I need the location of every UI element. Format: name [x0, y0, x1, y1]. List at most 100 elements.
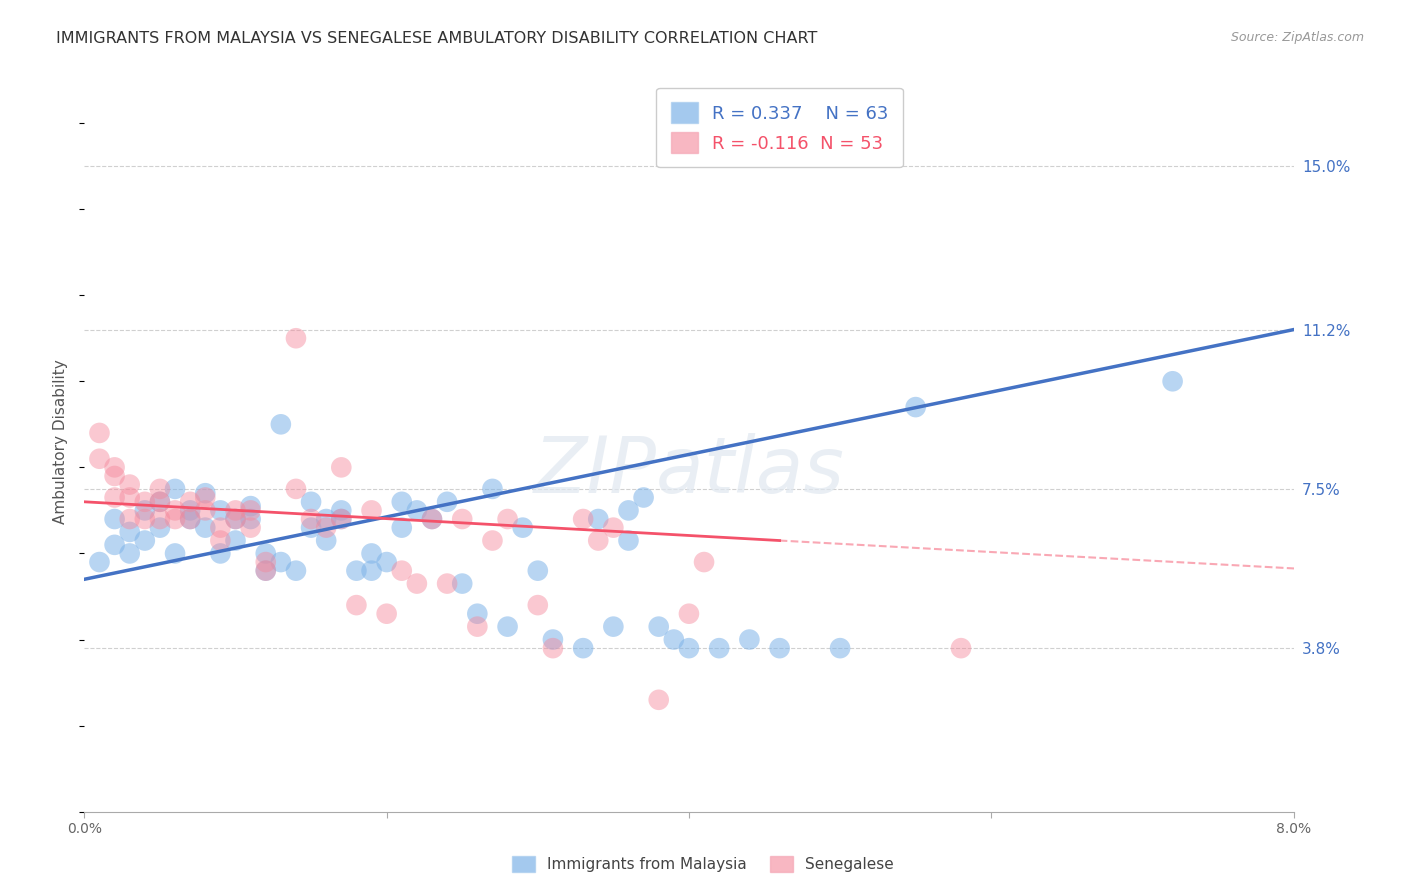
- Point: [406, 576, 429, 591]
- Point: [360, 564, 382, 578]
- Point: [602, 619, 624, 633]
- Point: [209, 503, 232, 517]
- Point: [134, 495, 156, 509]
- Point: [678, 641, 700, 656]
- Point: [239, 503, 262, 517]
- Point: [179, 495, 201, 509]
- Point: [225, 533, 247, 548]
- Point: [299, 512, 322, 526]
- Point: [588, 512, 610, 526]
- Point: [285, 331, 308, 345]
- Point: [420, 512, 443, 526]
- Point: [104, 460, 127, 475]
- Point: [209, 521, 232, 535]
- Point: [165, 546, 187, 560]
- Point: [738, 632, 761, 647]
- Text: IMMIGRANTS FROM MALAYSIA VS SENEGALESE AMBULATORY DISABILITY CORRELATION CHART: IMMIGRANTS FROM MALAYSIA VS SENEGALESE A…: [56, 31, 818, 46]
- Point: [254, 555, 277, 569]
- Point: [330, 512, 353, 526]
- Point: [633, 491, 655, 505]
- Point: [225, 512, 247, 526]
- Point: [285, 564, 308, 578]
- Point: [239, 499, 262, 513]
- Point: [648, 693, 671, 707]
- Y-axis label: Ambulatory Disability: Ambulatory Disability: [53, 359, 69, 524]
- Point: [89, 555, 111, 569]
- Point: [769, 641, 792, 656]
- Point: [391, 564, 413, 578]
- Point: [709, 641, 731, 656]
- Text: ZIPatlas: ZIPatlas: [533, 434, 845, 509]
- Point: [209, 533, 232, 548]
- Point: [496, 619, 519, 633]
- Point: [104, 469, 127, 483]
- Point: [299, 495, 322, 509]
- Point: [496, 512, 519, 526]
- Point: [149, 482, 172, 496]
- Point: [481, 533, 503, 548]
- Point: [254, 564, 277, 578]
- Point: [330, 512, 353, 526]
- Point: [89, 451, 111, 466]
- Point: [904, 400, 927, 414]
- Point: [481, 482, 503, 496]
- Point: [436, 576, 458, 591]
- Point: [375, 607, 398, 621]
- Point: [194, 503, 217, 517]
- Point: [617, 503, 640, 517]
- Point: [225, 503, 247, 517]
- Point: [451, 512, 474, 526]
- Point: [330, 503, 353, 517]
- Point: [315, 512, 337, 526]
- Point: [270, 417, 292, 432]
- Point: [270, 555, 292, 569]
- Point: [467, 607, 489, 621]
- Point: [662, 632, 685, 647]
- Point: [104, 512, 127, 526]
- Point: [572, 512, 595, 526]
- Point: [149, 512, 172, 526]
- Point: [1161, 374, 1184, 388]
- Point: [391, 495, 413, 509]
- Point: [179, 503, 201, 517]
- Legend: Immigrants from Malaysia, Senegalese: Immigrants from Malaysia, Senegalese: [505, 848, 901, 880]
- Point: [527, 598, 550, 612]
- Point: [588, 533, 610, 548]
- Point: [541, 641, 564, 656]
- Point: [602, 521, 624, 535]
- Point: [299, 521, 322, 535]
- Point: [830, 641, 852, 656]
- Point: [209, 546, 232, 560]
- Point: [360, 546, 382, 560]
- Point: [617, 533, 640, 548]
- Point: [134, 503, 156, 517]
- Point: [254, 564, 277, 578]
- Point: [194, 486, 217, 500]
- Point: [360, 503, 382, 517]
- Point: [527, 564, 550, 578]
- Point: [225, 512, 247, 526]
- Point: [467, 619, 489, 633]
- Point: [134, 533, 156, 548]
- Point: [149, 495, 172, 509]
- Point: [346, 564, 368, 578]
- Point: [89, 425, 111, 440]
- Point: [541, 632, 564, 647]
- Point: [572, 641, 595, 656]
- Point: [330, 460, 353, 475]
- Point: [239, 512, 262, 526]
- Point: [420, 512, 443, 526]
- Point: [118, 524, 141, 539]
- Point: [391, 521, 413, 535]
- Point: [165, 482, 187, 496]
- Point: [375, 555, 398, 569]
- Point: [165, 512, 187, 526]
- Point: [149, 495, 172, 509]
- Point: [512, 521, 534, 535]
- Point: [648, 619, 671, 633]
- Point: [950, 641, 973, 656]
- Point: [118, 491, 141, 505]
- Point: [104, 491, 127, 505]
- Point: [315, 521, 337, 535]
- Point: [678, 607, 700, 621]
